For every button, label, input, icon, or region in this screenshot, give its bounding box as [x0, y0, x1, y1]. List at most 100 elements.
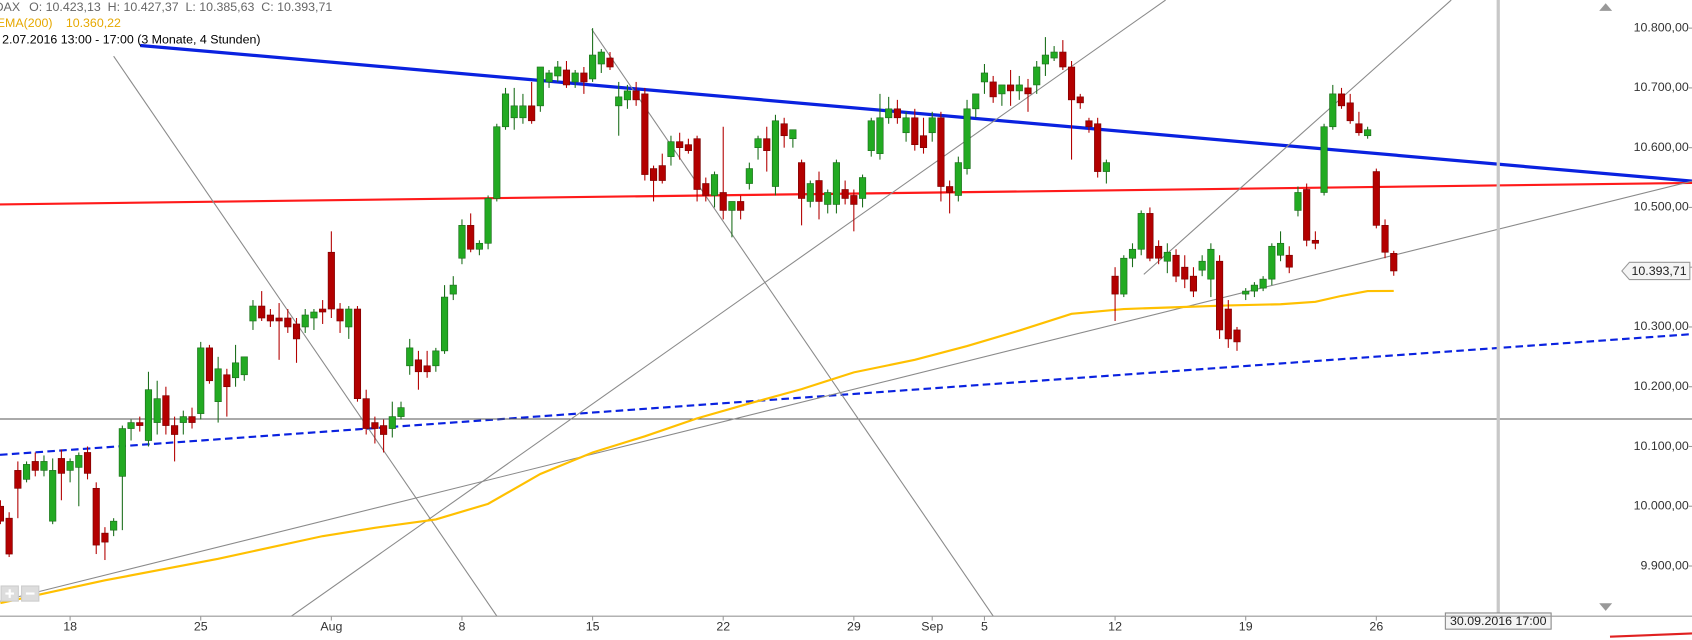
candle-body [1303, 189, 1311, 241]
candle-body [5, 517, 13, 555]
candle-body [336, 308, 344, 322]
candle-body [1198, 260, 1206, 271]
y-tick-label: 10.500,00 [1634, 200, 1689, 214]
candle-body [1163, 251, 1171, 262]
candle-body [536, 66, 544, 107]
price-tag-label: 10.393,71 [1631, 264, 1686, 278]
candle-body [1268, 245, 1276, 280]
candle-body [1024, 87, 1032, 95]
candle-body [266, 314, 274, 322]
candle-body [22, 464, 31, 480]
candle-body [136, 422, 144, 426]
candle-body [554, 66, 562, 77]
candle-body [928, 117, 936, 134]
scroll-down[interactable] [1599, 603, 1613, 611]
candles [0, 28, 1398, 561]
candle-body [597, 51, 605, 65]
candle-body [1311, 239, 1319, 244]
candle-body [1346, 102, 1354, 122]
x-tick-label: 12 [1108, 619, 1122, 633]
candle-body [1390, 253, 1398, 272]
candle-body [1285, 254, 1293, 268]
trend-line [113, 55, 498, 617]
candle-body [1233, 329, 1241, 343]
y-tick-label: 10.200,00 [1634, 379, 1689, 393]
candle-body [876, 117, 884, 154]
candle-body [127, 422, 135, 429]
candle-body [1085, 120, 1093, 128]
candle-body [249, 305, 257, 322]
x-tick-label: 29 [847, 619, 861, 633]
candle-body [310, 311, 318, 319]
candle-body [1189, 275, 1198, 292]
candle-body [475, 242, 483, 250]
candle-body [963, 108, 971, 169]
candle-body [911, 117, 919, 146]
x-tick-label: 8 [459, 619, 466, 633]
zoom-buttons[interactable] [0, 585, 40, 602]
candle-body [1355, 123, 1363, 134]
candle-body [562, 69, 571, 86]
candle-body [867, 120, 875, 151]
candle-body [841, 189, 849, 199]
candle-body [1259, 278, 1267, 289]
trend-line [290, 0, 1166, 617]
candle-body [432, 350, 440, 367]
candle-body [501, 93, 510, 128]
x-tick-label: 5 [981, 619, 988, 633]
ohlc-readout: O: 10.423,13 H: 10.427,37 L: 10.385,63 C… [29, 0, 332, 14]
candle-body [1094, 123, 1102, 172]
candle-body [780, 123, 788, 137]
scroll-up[interactable] [1599, 3, 1613, 11]
trend-line [140, 43, 1692, 183]
candle-body [989, 81, 997, 98]
candle-body [737, 201, 745, 211]
candle-body [388, 416, 396, 429]
ema-value: 10.360,22 [66, 16, 121, 30]
candle-body [1181, 266, 1189, 280]
candle-body [14, 470, 22, 489]
candle-body [902, 117, 910, 134]
candle-body [649, 168, 658, 181]
candle-body [1155, 245, 1163, 259]
price-tag [1621, 261, 1691, 281]
candle-body [493, 126, 501, 199]
candle-body [1337, 93, 1346, 107]
candle-body [83, 452, 92, 474]
candle-body [467, 225, 475, 250]
candle-body [66, 461, 74, 471]
candle-body [258, 305, 266, 319]
candle-body [231, 362, 240, 379]
candle-body [327, 251, 335, 310]
scroll-indicator [1609, 632, 1692, 638]
candle-body [92, 487, 100, 546]
candle-body [510, 105, 518, 119]
candle-body [484, 198, 492, 244]
candle-body [1146, 213, 1154, 259]
candle-body [1076, 96, 1084, 104]
candle-body [397, 407, 405, 417]
y-tick-label: 10.000,00 [1634, 499, 1689, 513]
candle-body [1294, 192, 1302, 211]
candle-body [223, 374, 231, 388]
candle-body [571, 72, 579, 83]
candle-body [850, 195, 858, 205]
candle-body [301, 314, 309, 328]
candle-body [1059, 51, 1067, 68]
trend-line [1143, 0, 1452, 275]
candle-body [676, 141, 684, 148]
candle-body [153, 398, 161, 423]
candle-body [101, 532, 109, 543]
x-tick-label: 26 [1369, 619, 1383, 633]
trend-line [0, 180, 1692, 602]
y-tick-label: 10.300,00 [1634, 319, 1689, 333]
ema-line [0, 289, 1394, 605]
candle-body [789, 129, 797, 140]
candle-body [710, 174, 719, 196]
candle-body [954, 162, 962, 196]
trend-line [0, 333, 1692, 456]
candle-body [1102, 162, 1110, 172]
x-tick-label: 19 [1239, 619, 1253, 633]
axes: 18 25 Aug 8 15 22 29 Sep 5 12 19 26 9.900,00 10.000,0… [63, 20, 1692, 633]
